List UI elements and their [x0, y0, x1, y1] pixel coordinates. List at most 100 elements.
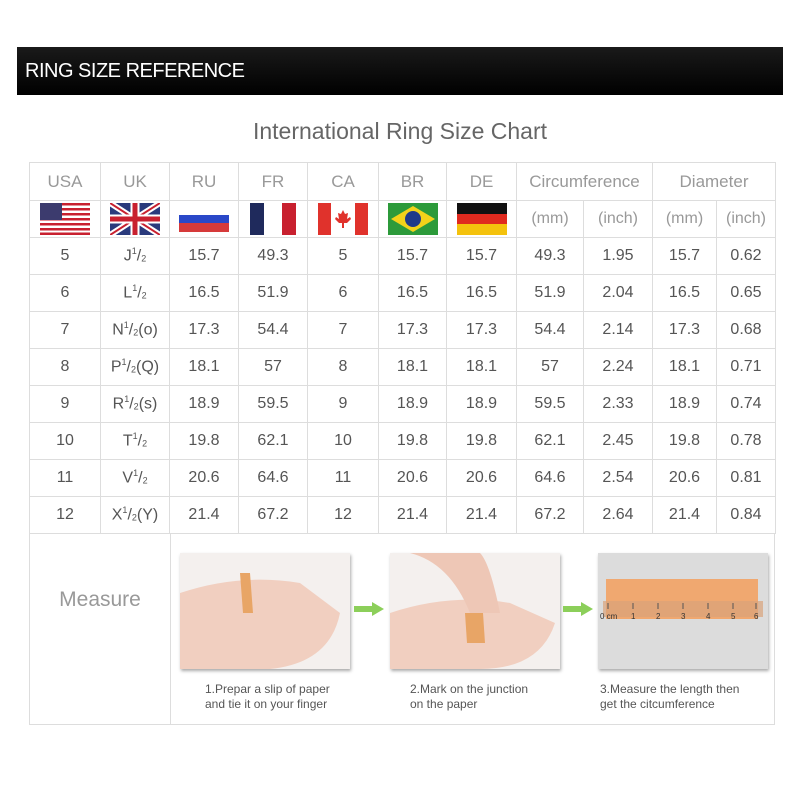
half-denominator: 2	[133, 401, 139, 412]
cell-circ_in: 2.24	[583, 348, 653, 386]
caption-line: 1.Prepar a slip of paper	[205, 682, 330, 696]
unit-dia-inch: (inch)	[716, 200, 776, 238]
cell-de: 15.7	[446, 237, 517, 275]
half-denominator: 2	[133, 327, 139, 338]
cell-br: 19.8	[378, 422, 447, 460]
cell-usa: 8	[29, 348, 101, 386]
header-banner: RING SIZE REFERENCE	[17, 47, 783, 95]
header-circumference: Circumference	[516, 162, 653, 201]
cell-dia_mm: 18.9	[652, 385, 717, 423]
caption-line: on the paper	[410, 697, 478, 711]
half-denominator: 2	[142, 438, 148, 449]
header-ca: CA	[307, 162, 379, 201]
cell-de: 18.1	[446, 348, 517, 386]
cell-br: 18.1	[378, 348, 447, 386]
half-numerator: 1	[121, 357, 127, 368]
measure-label: Measure	[59, 588, 141, 611]
half-numerator: 1	[131, 246, 137, 257]
cell-dia_in: 0.68	[716, 311, 776, 349]
cell-dia_mm: 19.8	[652, 422, 717, 460]
ruler-label: 1	[631, 612, 636, 621]
us-flag-icon	[40, 203, 90, 235]
cell-dia_in: 0.74	[716, 385, 776, 423]
uk-letter: V	[122, 469, 134, 487]
cell-dia_in: 0.65	[716, 274, 776, 312]
header-uk: UK	[100, 162, 170, 201]
ruler-label: 5	[731, 612, 736, 621]
russia-flag-icon	[179, 207, 229, 232]
cell-dia_in: 0.84	[716, 496, 776, 534]
step1-photo	[180, 553, 350, 669]
half-numerator: 1	[132, 283, 138, 294]
cell-ru: 21.4	[169, 496, 239, 534]
cell-dia_in: 0.81	[716, 459, 776, 497]
cell-de: 20.6	[446, 459, 517, 497]
cell-uk: J1/2	[100, 237, 170, 275]
cell-usa: 7	[29, 311, 101, 349]
half-denominator: 2	[141, 253, 147, 264]
uk-letter: P	[110, 358, 122, 376]
cell-de: 19.8	[446, 422, 517, 460]
cell-circ_mm: 59.5	[516, 385, 584, 423]
cell-dia_mm: 20.6	[652, 459, 717, 497]
cell-fr: 59.5	[238, 385, 308, 423]
arrow-right-icon	[563, 602, 593, 616]
cell-circ_in: 2.33	[583, 385, 653, 423]
header-de: DE	[446, 162, 517, 201]
cell-dia_mm: 17.3	[652, 311, 717, 349]
cell-br: 21.4	[378, 496, 447, 534]
cell-usa: 12	[29, 496, 101, 534]
cell-usa: 9	[29, 385, 101, 423]
cell-de: 17.3	[446, 311, 517, 349]
caption-line: 2.Mark on the junction	[410, 682, 529, 696]
header-ru: RU	[169, 162, 239, 201]
cell-ca: 9	[307, 385, 379, 423]
caption-line: and tie it on your finger	[205, 697, 328, 711]
uk-letter: X	[111, 506, 123, 524]
cell-ru: 18.1	[169, 348, 239, 386]
unit-dia-mm: (mm)	[652, 200, 717, 238]
cell-circ_mm: 49.3	[516, 237, 584, 275]
cell-dia_in: 0.62	[716, 237, 776, 275]
uk-letter: L	[123, 284, 133, 302]
cell-ru: 15.7	[169, 237, 239, 275]
table-row: 12 X1/2(Y) 21.4 67.2 12 21.4 21.4 67.2 2.64 21.4 0…	[29, 496, 776, 534]
cell-fr: 62.1	[238, 422, 308, 460]
table-row: 7 N1/2(o) 17.3 54.4 7 17.3 17.3 54.4 2.14 17.3 0.6…	[29, 311, 776, 349]
uk-letter: N	[112, 321, 124, 339]
cell-dia_in: 0.78	[716, 422, 776, 460]
half-numerator: 1	[132, 431, 138, 442]
cell-circ_mm: 57	[516, 348, 584, 386]
cell-uk: P1/2(Q)	[100, 348, 170, 386]
cell-fr: 67.2	[238, 496, 308, 534]
half-denominator: 2	[131, 512, 137, 523]
cell-circ_in: 1.95	[583, 237, 653, 275]
cell-ca: 10	[307, 422, 379, 460]
ruler-label: 6	[754, 612, 759, 621]
cell-ca: 8	[307, 348, 379, 386]
header-diameter: Diameter	[652, 162, 776, 201]
cell-circ_in: 2.14	[583, 311, 653, 349]
step1-caption: 1.Prepar a slip of paper and tie it on yo…	[205, 682, 380, 712]
step3-caption: 3.Measure the length then get the citcumf…	[600, 682, 775, 712]
cell-fr: 51.9	[238, 274, 308, 312]
half-denominator: 2	[141, 290, 147, 301]
caption-line: 3.Measure the length then	[600, 682, 740, 696]
cell-uk: R1/2(s)	[100, 385, 170, 423]
half-numerator: 1	[133, 468, 139, 479]
ruler-label: 0 cm	[600, 612, 618, 621]
cell-circ_in: 2.45	[583, 422, 653, 460]
table-row: 11 V1/2 20.6 64.6 11 20.6 20.6 64.6 2.54 20.6 0.81	[29, 459, 776, 497]
cell-br: 16.5	[378, 274, 447, 312]
canada-flag-icon	[318, 203, 368, 235]
cell-dia_mm: 21.4	[652, 496, 717, 534]
cell-uk: X1/2(Y)	[100, 496, 170, 534]
cell-ca: 11	[307, 459, 379, 497]
cell-dia_mm: 15.7	[652, 237, 717, 275]
cell-usa: 6	[29, 274, 101, 312]
half-denominator: 2	[142, 475, 148, 486]
half-numerator: 1	[123, 320, 129, 331]
ruler-label: 3	[681, 612, 686, 621]
cell-uk: N1/2(o)	[100, 311, 170, 349]
uk-suffix: (Y)	[136, 506, 159, 524]
